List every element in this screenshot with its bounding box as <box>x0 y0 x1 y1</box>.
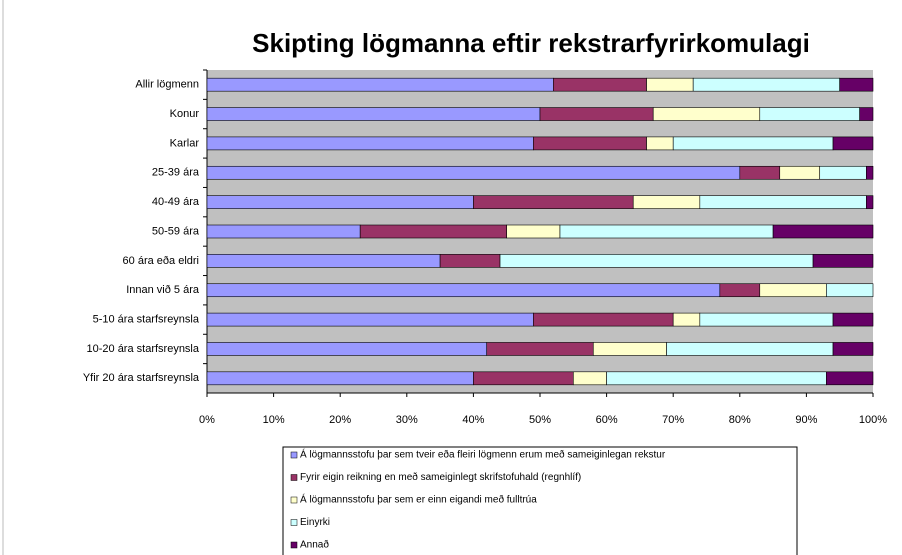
y-tick-label: 25-39 ára <box>152 167 200 179</box>
x-tick-label: 70% <box>662 414 684 426</box>
y-tick-label: Karlar <box>170 137 200 149</box>
legend-label: Á lögmannsstofu þar sem tveir eða fleiri… <box>300 448 666 461</box>
bar-segment <box>672 136 834 151</box>
legend-swatch <box>290 541 298 549</box>
bar-segment <box>206 224 361 239</box>
bar-segment <box>832 312 874 327</box>
bar-segment <box>759 283 827 298</box>
y-tick-label: 40-49 ára <box>152 196 200 208</box>
bar-segment <box>206 283 721 298</box>
bar-segment <box>812 254 874 268</box>
bar-segment <box>439 254 501 268</box>
x-tick-label: 50% <box>529 414 551 426</box>
bar-segment <box>652 107 761 121</box>
x-tick-label: 10% <box>263 414 285 426</box>
legend-label: Fyrir eigin reikning en með sameiginlegt… <box>300 471 581 483</box>
bar-segment <box>859 107 874 121</box>
bar-segment <box>206 371 474 386</box>
bar-segment <box>533 136 647 151</box>
y-tick-label: 5-10 ára starfsreynsla <box>93 313 200 325</box>
bar-segment <box>739 165 781 180</box>
x-tick-label: 90% <box>795 414 817 426</box>
x-tick-label: 60% <box>596 414 618 426</box>
bar-segment <box>646 77 694 92</box>
legend-label: Einyrki <box>300 517 330 528</box>
y-tick-label: Konur <box>170 108 200 120</box>
y-tick-label: 60 ára eða eldri <box>123 255 199 267</box>
bar-segment <box>832 136 874 151</box>
bar-segment <box>866 165 874 180</box>
bar-segment <box>486 342 594 356</box>
chart-title: Skipting lögmanna eftir rekstrarfyrirkom… <box>252 28 810 58</box>
x-tick-label: 20% <box>329 414 351 426</box>
x-tick-label: 40% <box>462 414 484 426</box>
bar-segment <box>539 107 654 121</box>
bar-segment <box>819 165 867 180</box>
legend-swatch <box>290 519 298 526</box>
bar-segment <box>206 165 741 180</box>
bar-segment <box>826 371 874 386</box>
x-tick-label: 80% <box>729 414 751 426</box>
legend-box <box>282 446 798 555</box>
bar-segment <box>206 77 554 92</box>
bar-segment <box>719 283 761 298</box>
bar-segment <box>606 371 827 386</box>
y-tick-label: Yfir 20 ára starfsreynsla <box>83 372 200 384</box>
legend-label: Á lögmannsstofu þar sem er einn eigandi … <box>300 493 537 506</box>
x-tick-label: 30% <box>396 414 418 426</box>
bar-segment <box>359 224 507 239</box>
bar-segment <box>692 77 840 92</box>
bar-segment <box>826 283 874 298</box>
bar-segment <box>839 77 874 92</box>
bar-segment <box>206 312 534 327</box>
bar-segment <box>533 312 674 327</box>
bar-segment <box>499 254 814 268</box>
bar-segment <box>772 224 874 239</box>
bar-segment <box>206 342 488 356</box>
y-tick-label: Allir lögmenn <box>135 79 199 91</box>
legend-swatch <box>290 474 298 481</box>
bar-segment <box>206 107 541 121</box>
bar-segment <box>646 136 674 151</box>
legend-label: Annað <box>300 539 329 551</box>
bar-segment <box>672 312 701 327</box>
bar-segment <box>506 224 561 239</box>
y-tick-label: Innan við 5 ára <box>126 284 200 296</box>
bar-segment <box>473 371 574 386</box>
bar-segment <box>759 107 860 121</box>
bar-segment <box>473 195 634 209</box>
bar-segment <box>666 342 834 356</box>
y-tick-label: 10-20 ára starfsreynsla <box>87 343 200 355</box>
legend-swatch <box>290 451 298 459</box>
y-tick-label: 50-59 ára <box>152 225 200 237</box>
bar-segment <box>559 224 774 239</box>
bar-segment <box>699 195 867 209</box>
bar-segment <box>779 165 821 180</box>
bar-segment <box>572 371 607 386</box>
bar-segment <box>206 136 534 151</box>
bar-segment <box>553 77 647 92</box>
bar-segment <box>866 195 874 209</box>
bar-segment <box>206 195 474 209</box>
legend-swatch <box>290 496 298 504</box>
x-tick-label: 100% <box>859 414 887 426</box>
bar-segment <box>832 342 874 356</box>
bar-segment <box>206 254 441 268</box>
bar-segment <box>699 312 834 327</box>
x-tick-label: 0% <box>199 414 215 426</box>
bar-segment <box>632 195 701 209</box>
bar-segment <box>592 342 667 356</box>
